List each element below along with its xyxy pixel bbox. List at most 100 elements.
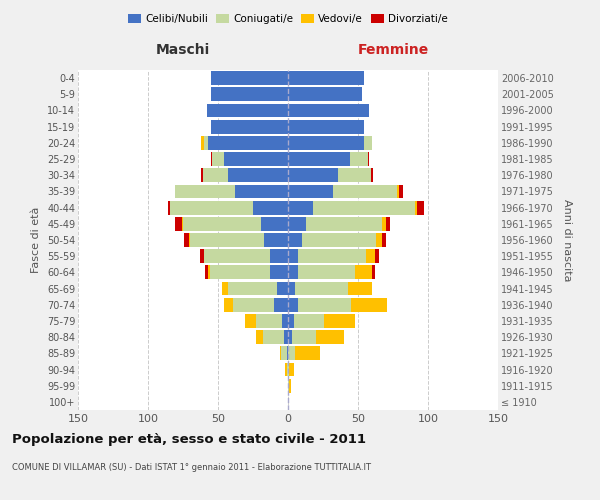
- Bar: [256, 330, 263, 344]
- Bar: [208, 266, 209, 280]
- Bar: [262, 217, 288, 230]
- Bar: [288, 298, 298, 312]
- Y-axis label: Anni di nascita: Anni di nascita: [562, 198, 572, 281]
- Bar: [288, 88, 362, 101]
- Bar: [209, 266, 270, 280]
- Bar: [280, 346, 281, 360]
- Bar: [205, 266, 208, 280]
- Bar: [263, 330, 284, 344]
- Bar: [201, 168, 203, 182]
- Bar: [208, 136, 288, 149]
- Bar: [184, 233, 188, 247]
- Bar: [284, 330, 288, 344]
- Bar: [288, 266, 298, 280]
- Bar: [382, 233, 386, 247]
- Bar: [382, 217, 386, 230]
- Bar: [233, 298, 274, 312]
- Bar: [338, 168, 371, 182]
- Bar: [367, 250, 375, 263]
- Bar: [274, 298, 288, 312]
- Bar: [288, 346, 295, 360]
- Bar: [325, 314, 355, 328]
- Bar: [270, 250, 288, 263]
- Text: Maschi: Maschi: [156, 43, 210, 57]
- Y-axis label: Fasce di età: Fasce di età: [31, 207, 41, 273]
- Bar: [398, 184, 403, 198]
- Text: COMUNE DI VILLAMAR (SU) - Dati ISTAT 1° gennaio 2011 - Elaborazione TUTTITALIA.I: COMUNE DI VILLAMAR (SU) - Dati ISTAT 1° …: [12, 462, 371, 471]
- Bar: [298, 250, 367, 263]
- Bar: [288, 71, 364, 85]
- Bar: [188, 233, 190, 247]
- Bar: [182, 217, 183, 230]
- Bar: [288, 379, 289, 392]
- Bar: [288, 250, 298, 263]
- Bar: [175, 184, 235, 198]
- Bar: [376, 233, 382, 247]
- Bar: [212, 152, 224, 166]
- Bar: [375, 250, 379, 263]
- Bar: [287, 362, 288, 376]
- Bar: [313, 200, 415, 214]
- Bar: [316, 330, 344, 344]
- Bar: [288, 314, 293, 328]
- Bar: [298, 266, 355, 280]
- Bar: [288, 168, 338, 182]
- Bar: [293, 314, 325, 328]
- Bar: [288, 233, 302, 247]
- Bar: [200, 250, 204, 263]
- Bar: [292, 330, 316, 344]
- Bar: [348, 282, 372, 296]
- Bar: [270, 266, 288, 280]
- Bar: [204, 136, 208, 149]
- Bar: [351, 298, 388, 312]
- Text: Femmine: Femmine: [358, 43, 428, 57]
- Bar: [207, 104, 288, 118]
- Bar: [167, 200, 170, 214]
- Bar: [364, 136, 372, 149]
- Bar: [224, 298, 233, 312]
- Bar: [170, 200, 253, 214]
- Bar: [371, 168, 373, 182]
- Bar: [203, 168, 228, 182]
- Bar: [355, 266, 372, 280]
- Bar: [245, 314, 256, 328]
- Bar: [288, 200, 313, 214]
- Bar: [350, 152, 368, 166]
- Bar: [224, 152, 288, 166]
- Bar: [264, 233, 288, 247]
- Bar: [417, 200, 424, 214]
- Bar: [211, 120, 288, 134]
- Bar: [397, 184, 398, 198]
- Bar: [288, 362, 289, 376]
- Bar: [253, 200, 288, 214]
- Bar: [295, 346, 320, 360]
- Bar: [211, 71, 288, 85]
- Bar: [256, 314, 283, 328]
- Bar: [285, 362, 287, 376]
- Bar: [201, 136, 204, 149]
- Bar: [183, 217, 262, 230]
- Bar: [288, 152, 350, 166]
- Bar: [228, 282, 277, 296]
- Legend: Celibi/Nubili, Coniugati/e, Vedovi/e, Divorziati/e: Celibi/Nubili, Coniugati/e, Vedovi/e, Di…: [124, 10, 452, 29]
- Bar: [283, 314, 288, 328]
- Bar: [386, 217, 390, 230]
- Bar: [288, 184, 333, 198]
- Bar: [175, 217, 182, 230]
- Bar: [289, 379, 291, 392]
- Bar: [204, 250, 270, 263]
- Bar: [415, 200, 417, 214]
- Bar: [288, 282, 295, 296]
- Bar: [288, 217, 306, 230]
- Bar: [295, 282, 348, 296]
- Bar: [372, 266, 375, 280]
- Bar: [368, 152, 369, 166]
- Text: Popolazione per età, sesso e stato civile - 2011: Popolazione per età, sesso e stato civil…: [12, 432, 366, 446]
- Bar: [306, 217, 382, 230]
- Bar: [277, 282, 288, 296]
- Bar: [281, 346, 287, 360]
- Bar: [288, 104, 369, 118]
- Bar: [190, 233, 264, 247]
- Bar: [211, 88, 288, 101]
- Bar: [288, 136, 364, 149]
